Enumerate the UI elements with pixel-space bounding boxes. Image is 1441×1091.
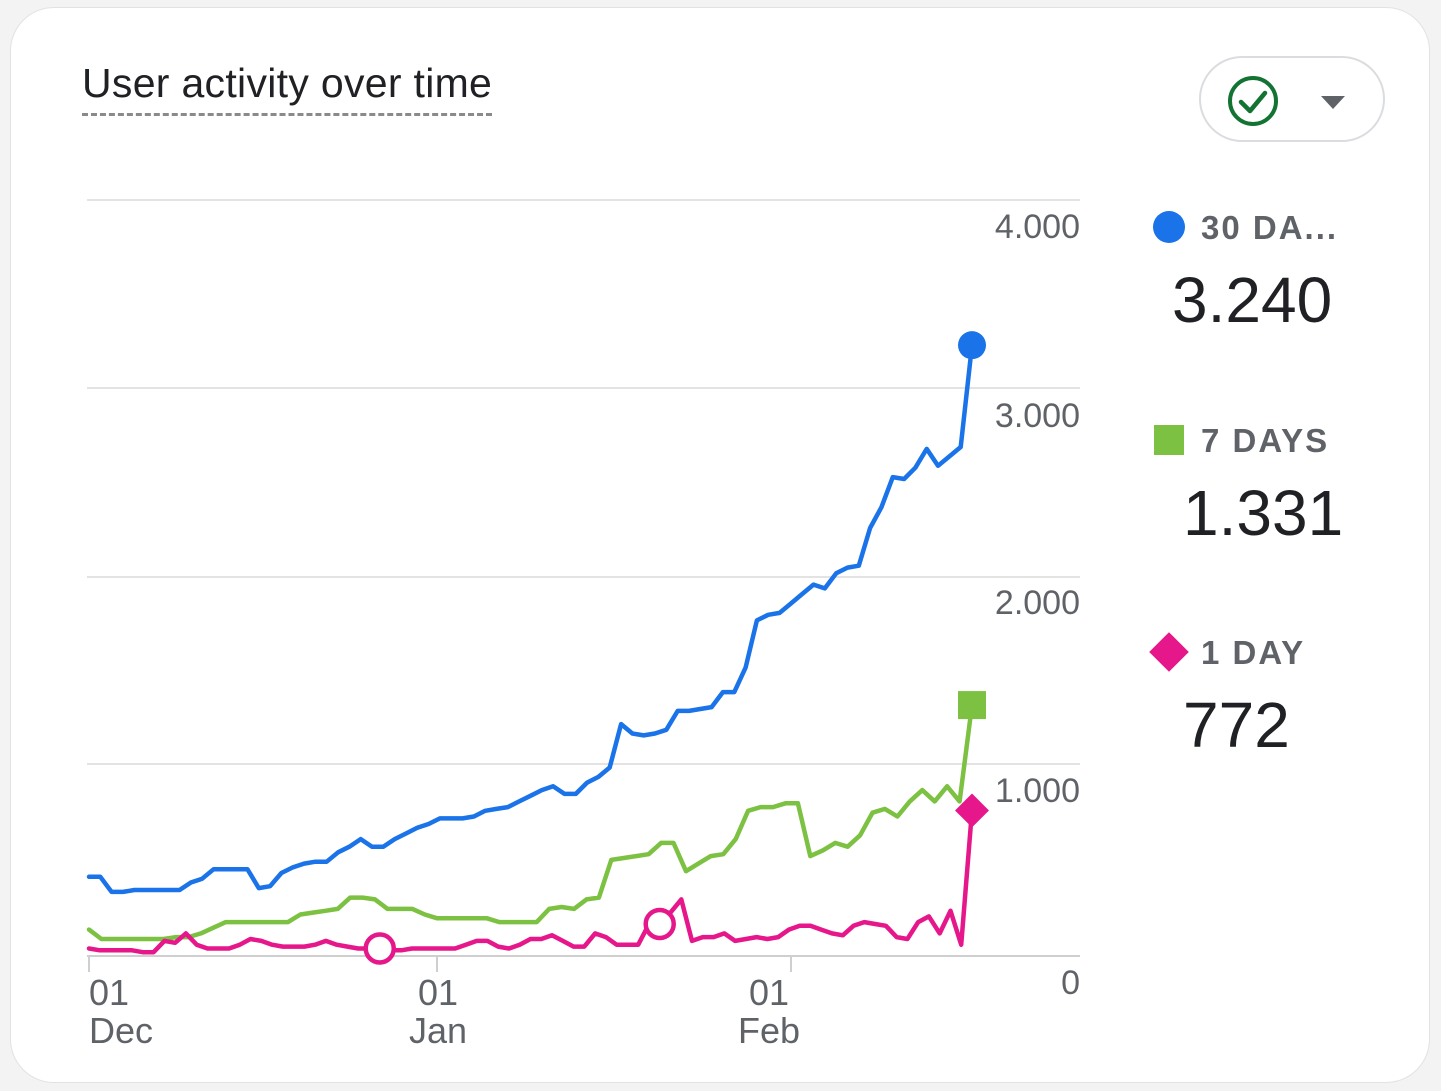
event-marker[interactable] <box>643 907 676 941</box>
y-tick-label: 2.000 <box>995 584 1080 622</box>
caret-down-icon <box>1321 96 1345 109</box>
x-tick-day-label: 01 <box>418 972 458 1013</box>
series-line[interactable] <box>86 702 975 942</box>
x-tick-month-label: Dec <box>89 1010 153 1051</box>
series-line[interactable] <box>86 342 975 895</box>
x-tick-month-label: Jan <box>409 1010 467 1051</box>
legend-value: 1.331 <box>1183 477 1344 549</box>
legend-label: 7 DAYS <box>1201 422 1330 459</box>
check-circle-icon <box>1228 76 1278 126</box>
x-tick-month-label: Feb <box>738 1010 800 1051</box>
y-tick-label: 1.000 <box>995 772 1080 810</box>
series-end-point[interactable] <box>958 331 986 360</box>
legend-value: 3.240 <box>1172 264 1333 336</box>
series-end-point[interactable] <box>958 691 986 720</box>
compare-dropdown-button[interactable] <box>1199 56 1385 142</box>
series-end-point[interactable] <box>955 793 989 828</box>
y-tick-label: 0 <box>1061 964 1080 1002</box>
user-activity-card: User activity over time <box>10 7 1430 1083</box>
legend-value: 772 <box>1183 689 1290 761</box>
event-marker[interactable] <box>363 932 396 965</box>
legend-marker-square-icon <box>1154 425 1184 455</box>
x-tick-day-label: 01 <box>749 972 789 1013</box>
series-line[interactable] <box>86 808 975 955</box>
y-tick-label: 3.000 <box>995 397 1080 435</box>
x-tick-day-label: 01 <box>89 972 129 1013</box>
card-title[interactable]: User activity over time <box>82 60 493 116</box>
legend-marker-circle-icon <box>1153 211 1185 243</box>
legend-label: 30 DA... <box>1201 209 1339 246</box>
y-tick-label: 4.000 <box>995 208 1080 246</box>
legend-label: 1 DAY <box>1201 634 1306 671</box>
